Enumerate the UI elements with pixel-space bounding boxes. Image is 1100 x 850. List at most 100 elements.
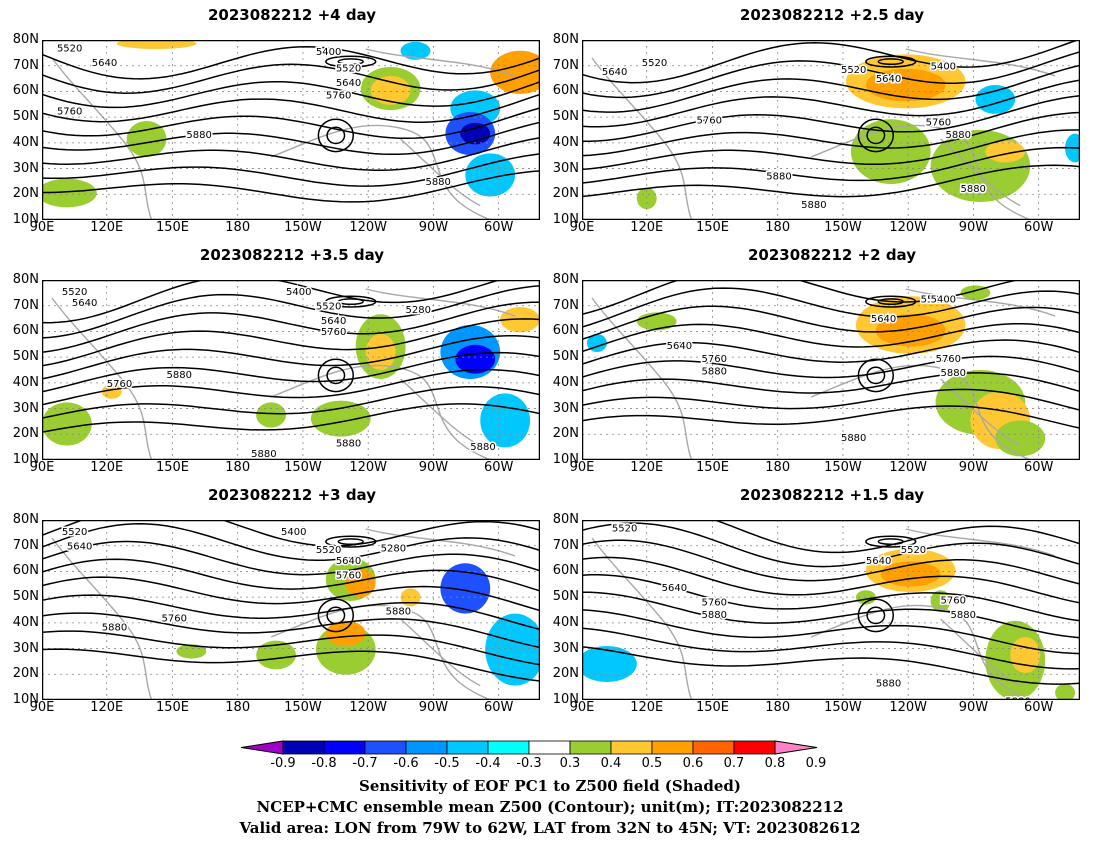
z500-contour bbox=[582, 405, 1080, 429]
z500-contour bbox=[582, 146, 1080, 184]
lon-tick-label: 90W bbox=[418, 700, 449, 715]
lon-tick-label: 90W bbox=[418, 460, 449, 475]
colorbar-tick-label: -0.6 bbox=[393, 756, 419, 771]
z500-contour bbox=[42, 558, 540, 592]
contour-label: 5520 bbox=[841, 65, 866, 76]
lon-tick-label: 150E bbox=[695, 700, 729, 715]
z500-contour bbox=[582, 164, 1080, 198]
lon-tick-label: 180 bbox=[765, 220, 791, 235]
contour-label: 5640 bbox=[67, 542, 92, 553]
lat-tick-label: 30N bbox=[552, 160, 579, 176]
sensitivity-shading bbox=[400, 588, 421, 607]
sensitivity-shading bbox=[310, 400, 371, 437]
coastline bbox=[51, 297, 153, 460]
colorbar-segment bbox=[405, 740, 448, 755]
z500-contour bbox=[42, 612, 540, 649]
lon-tick-label: 90E bbox=[569, 460, 595, 475]
z500-contour bbox=[582, 627, 1080, 670]
lon-tick-label: 60W bbox=[1023, 220, 1054, 235]
coastline bbox=[905, 48, 1056, 77]
lon-tick-label: 60W bbox=[1023, 700, 1054, 715]
contour-label: 5520 bbox=[62, 287, 87, 298]
sensitivity-shading bbox=[850, 119, 931, 184]
contour-label: 5640 bbox=[667, 341, 692, 352]
z500-contour bbox=[582, 40, 1080, 84]
contour-label: 5880 bbox=[960, 184, 985, 195]
map-border bbox=[42, 280, 540, 460]
z500-contour bbox=[42, 93, 540, 123]
colorbar-segment bbox=[733, 740, 776, 755]
lon-tick-label: 150W bbox=[284, 460, 322, 475]
z500-contour bbox=[42, 520, 540, 547]
z500-contour bbox=[582, 339, 1080, 365]
closed-contour bbox=[337, 298, 364, 306]
lon-tick-label: 120W bbox=[349, 700, 388, 715]
lon-tick-label: 150E bbox=[155, 700, 189, 715]
lat-tick-label: 70N bbox=[552, 537, 579, 553]
z500-contour bbox=[42, 576, 540, 612]
lat-tick-label: 60N bbox=[552, 563, 579, 579]
contour-label: 5640 bbox=[336, 556, 361, 567]
lat-tick-label: 60N bbox=[12, 563, 39, 579]
contour-label: 5880 bbox=[470, 442, 495, 453]
lon-tick-label: 90W bbox=[958, 700, 989, 715]
contour-label: 5760 bbox=[697, 116, 722, 127]
sensitivity-shading bbox=[365, 334, 396, 370]
lon-tick-label: 150W bbox=[824, 700, 862, 715]
coastline bbox=[270, 604, 491, 700]
z500-contour bbox=[42, 63, 540, 94]
lat-tick-label: 10N bbox=[552, 212, 579, 227]
colorbar-segment bbox=[528, 740, 571, 755]
sensitivity-shading bbox=[455, 344, 496, 374]
lat-tick-label: 60N bbox=[12, 83, 39, 99]
contour-label: 5520 bbox=[336, 63, 361, 74]
sensitivity-shading bbox=[42, 178, 97, 208]
lon-tick-label: 120E bbox=[90, 700, 124, 715]
contour-label: 5880 bbox=[425, 177, 450, 188]
closed-contour bbox=[866, 126, 886, 145]
closed-contour bbox=[326, 126, 346, 145]
lat-tick-label: 50N bbox=[552, 349, 579, 365]
closed-contour bbox=[325, 55, 377, 68]
z500-contour bbox=[42, 280, 502, 324]
contour-label: 5880 bbox=[876, 678, 901, 689]
coastline bbox=[810, 124, 1031, 220]
lat-tick-label: 50N bbox=[552, 109, 579, 125]
lat-tick-label: 40N bbox=[552, 614, 579, 630]
lon-tick-label: 60W bbox=[483, 220, 514, 235]
closed-contour bbox=[317, 118, 355, 153]
contour-label: 5760 bbox=[326, 90, 351, 101]
panel-title: 2023082212 +2 day bbox=[748, 246, 916, 264]
z500-contour bbox=[42, 594, 540, 631]
colorbar-segment bbox=[692, 740, 735, 755]
lat-tick-label: 30N bbox=[12, 640, 39, 656]
lat-tick-label: 40N bbox=[12, 374, 39, 390]
z500-contour bbox=[582, 556, 1080, 604]
z500-contour bbox=[42, 630, 540, 666]
contour-label: 5880 bbox=[941, 368, 966, 379]
contour-label: 5760 bbox=[336, 570, 361, 581]
lat-tick-label: 20N bbox=[552, 666, 579, 682]
z500-contour bbox=[42, 351, 540, 393]
z500-contour bbox=[42, 523, 540, 561]
closed-contour bbox=[857, 598, 895, 633]
map-border bbox=[582, 520, 1080, 700]
colorbar-tick-label: 0.6 bbox=[682, 756, 704, 771]
lat-tick-label: 20N bbox=[12, 426, 39, 442]
sensitivity-shading bbox=[865, 68, 946, 102]
lat-tick-label: 80N bbox=[12, 272, 39, 287]
map-border bbox=[582, 280, 1080, 460]
sensitivity-shading bbox=[636, 312, 677, 331]
contour-label: 5640 bbox=[602, 67, 627, 78]
contour-label: 5880 bbox=[1005, 696, 1030, 700]
panel-title: 2023082212 +2.5 day bbox=[739, 6, 925, 24]
sensitivity-shading bbox=[1010, 637, 1041, 673]
z500-contour bbox=[582, 645, 1080, 685]
z500-contour bbox=[582, 79, 1080, 128]
coastline bbox=[591, 57, 693, 220]
closed-contour bbox=[317, 358, 355, 393]
caption-line-1: Sensitivity of EOF PC1 to Z500 field (Sh… bbox=[359, 777, 741, 795]
z500-contour bbox=[42, 107, 540, 140]
z500-contour bbox=[582, 388, 1080, 411]
